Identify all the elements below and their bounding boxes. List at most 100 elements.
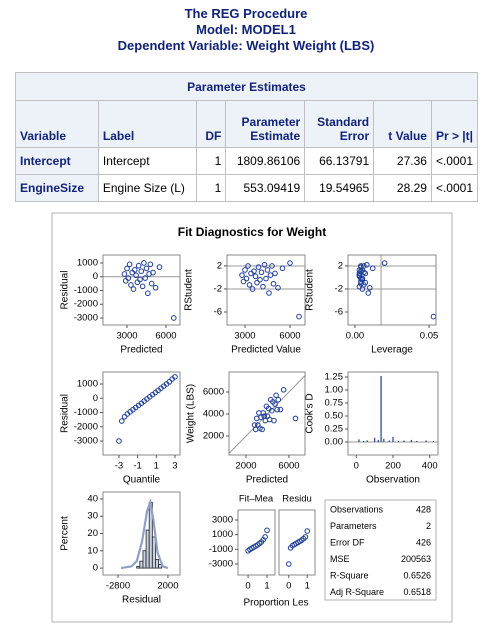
data-point bbox=[243, 275, 250, 282]
stat-value: 0.6526 bbox=[403, 570, 431, 580]
data-point bbox=[260, 283, 266, 290]
x-axis-label: Predicted Value bbox=[231, 345, 301, 356]
data-point bbox=[255, 264, 262, 270]
y-tick-label: 40 bbox=[87, 493, 98, 504]
x-tick-label: 0.00 bbox=[346, 331, 365, 342]
data-point bbox=[121, 413, 128, 420]
dependent-title: Dependent Variable: Weight Weight (LBS) bbox=[117, 38, 375, 53]
x-tick-label: 2000 bbox=[235, 461, 256, 472]
column-header: t Value bbox=[373, 100, 432, 148]
y-tick-label: -6 bbox=[335, 307, 343, 318]
y-tick-label: -3000 bbox=[74, 436, 98, 447]
diagnostics-panel: Fit Diagnostics for Weight 3000 600010000… bbox=[51, 212, 453, 623]
data-point bbox=[152, 284, 159, 291]
y-tick-label: 1000 bbox=[212, 529, 233, 540]
cell: 1 bbox=[196, 147, 227, 175]
y-tick-label: 1.25 bbox=[325, 372, 344, 383]
data-point bbox=[358, 264, 364, 270]
data-point bbox=[362, 270, 369, 277]
y-tick-label: 2000 bbox=[203, 431, 224, 442]
data-point bbox=[274, 406, 280, 413]
y-tick-label: 4000 bbox=[203, 409, 224, 420]
data-point bbox=[364, 261, 370, 268]
data-point bbox=[277, 406, 284, 413]
y-axis-label: Residual bbox=[60, 271, 71, 310]
data-point bbox=[252, 273, 259, 280]
y-axis-label: Residual bbox=[60, 394, 71, 433]
cell: Engine Size (L) bbox=[97, 174, 198, 202]
x-tick-label: 2000 bbox=[157, 581, 178, 592]
data-point bbox=[261, 261, 268, 268]
cell: 66.13791 bbox=[304, 147, 375, 175]
x-tick-label: 1 bbox=[305, 581, 310, 592]
x-tick-label: 6000 bbox=[279, 331, 300, 342]
y-tick-label: 0.25 bbox=[325, 424, 344, 435]
x-tick-label: 1 bbox=[154, 461, 159, 472]
data-point bbox=[366, 285, 373, 291]
y-tick-label: 30 bbox=[87, 511, 98, 522]
data-point bbox=[245, 263, 251, 269]
data-point bbox=[260, 410, 267, 416]
data-point bbox=[138, 268, 145, 275]
cell: 28.29 bbox=[373, 174, 432, 202]
y-tick-label: 0 bbox=[93, 393, 98, 404]
data-point bbox=[361, 263, 367, 269]
histogram-bar bbox=[139, 560, 144, 569]
data-point bbox=[356, 283, 363, 290]
histogram-bar bbox=[151, 536, 156, 569]
column-header: Variable bbox=[15, 100, 99, 148]
y-tick-label: 2 bbox=[338, 260, 343, 271]
proc-title: The REG Procedure bbox=[184, 6, 308, 21]
histogram-bar bbox=[145, 529, 150, 569]
strip-label: Fit–Mea bbox=[239, 494, 274, 505]
data-point bbox=[147, 261, 154, 268]
y-tick-label: -2 bbox=[335, 283, 343, 294]
data-point bbox=[124, 265, 130, 272]
x-axis-label: Predicted bbox=[120, 345, 162, 356]
x-tick-label: 200 bbox=[385, 461, 401, 472]
plot-frame bbox=[102, 371, 181, 456]
data-point bbox=[381, 260, 388, 266]
data-point bbox=[264, 527, 270, 534]
y-axis-label: RStudent bbox=[305, 269, 316, 311]
cell: 27.36 bbox=[373, 147, 432, 175]
stat-label: Adj R-Square bbox=[330, 587, 384, 597]
stat-value: 0.6518 bbox=[403, 587, 431, 597]
plot-frame bbox=[226, 254, 306, 326]
data-point bbox=[280, 386, 287, 393]
data-point bbox=[143, 265, 150, 272]
x-tick-label: 0 bbox=[245, 581, 250, 592]
x-tick-label: 400 bbox=[422, 461, 438, 472]
data-point bbox=[263, 275, 269, 282]
data-point bbox=[126, 261, 133, 268]
data-point bbox=[292, 415, 299, 422]
x-axis-label: Quantile bbox=[123, 475, 161, 486]
stat-value: 2 bbox=[426, 521, 431, 531]
y-axis-label: Weight (LBS) bbox=[186, 384, 197, 443]
plot-frame bbox=[228, 371, 306, 456]
data-point bbox=[150, 269, 156, 276]
data-point bbox=[269, 263, 275, 269]
histogram-bar bbox=[136, 565, 141, 569]
y-tick-label: -2000 bbox=[74, 421, 98, 432]
data-point bbox=[125, 275, 132, 281]
density-curve bbox=[120, 498, 169, 570]
cell: <.0001 bbox=[430, 174, 479, 202]
data-point bbox=[172, 374, 178, 380]
x-axis-label: Leverage bbox=[371, 345, 413, 356]
cell: 1809.86106 bbox=[225, 147, 306, 175]
y-tick-label: 0 bbox=[93, 563, 98, 574]
x-tick-label: 3 bbox=[172, 461, 177, 472]
data-point bbox=[141, 260, 147, 266]
x-tick-label: 6000 bbox=[155, 331, 176, 342]
data-point bbox=[240, 278, 247, 285]
data-point bbox=[166, 379, 173, 385]
y-tick-label: 20 bbox=[87, 528, 98, 539]
stats-box bbox=[324, 499, 437, 601]
stat-label: Parameters bbox=[330, 521, 377, 531]
data-point bbox=[365, 290, 372, 296]
data-point bbox=[287, 260, 293, 266]
data-point bbox=[144, 290, 151, 297]
y-axis-label: Percent bbox=[60, 516, 71, 551]
